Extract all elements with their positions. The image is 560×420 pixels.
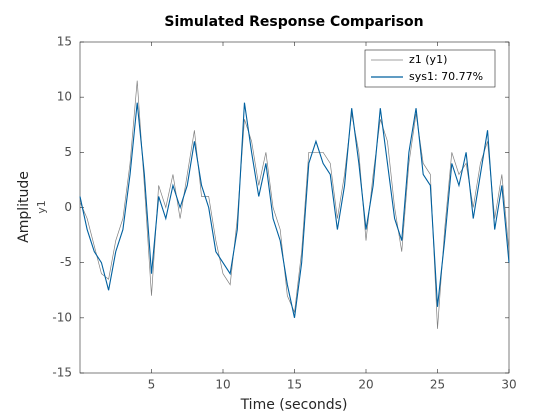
x-axis-label: Time (seconds) <box>240 397 348 413</box>
plot-box <box>79 41 510 374</box>
y-tick-label: 5 <box>64 145 72 159</box>
y-tick-label: -10 <box>52 310 72 324</box>
legend-label: sys1: 70.77% <box>409 70 483 83</box>
y-axis-label: Amplitude <box>16 171 32 243</box>
x-tick-label: 5 <box>148 378 156 392</box>
y-tick-label: 0 <box>64 200 72 214</box>
y-tick-label: -15 <box>52 366 72 380</box>
x-tick-label: 15 <box>287 378 302 392</box>
x-tick-label: 20 <box>358 378 373 392</box>
x-tick-label: 25 <box>430 378 445 392</box>
y-axis-sublabel: y1 <box>35 200 48 214</box>
y-tick-label: 10 <box>57 90 72 104</box>
legend-box <box>364 49 496 88</box>
legend-label: z1 (y1) <box>409 53 447 66</box>
y-tick-label: -5 <box>60 255 72 269</box>
series-line <box>79 80 510 329</box>
chart-title: Simulated Response Comparison <box>164 14 423 30</box>
x-tick-label: 10 <box>215 378 230 392</box>
y-tick-label: 15 <box>57 35 72 49</box>
x-tick-label: 30 <box>501 378 516 392</box>
series-line <box>79 102 510 318</box>
